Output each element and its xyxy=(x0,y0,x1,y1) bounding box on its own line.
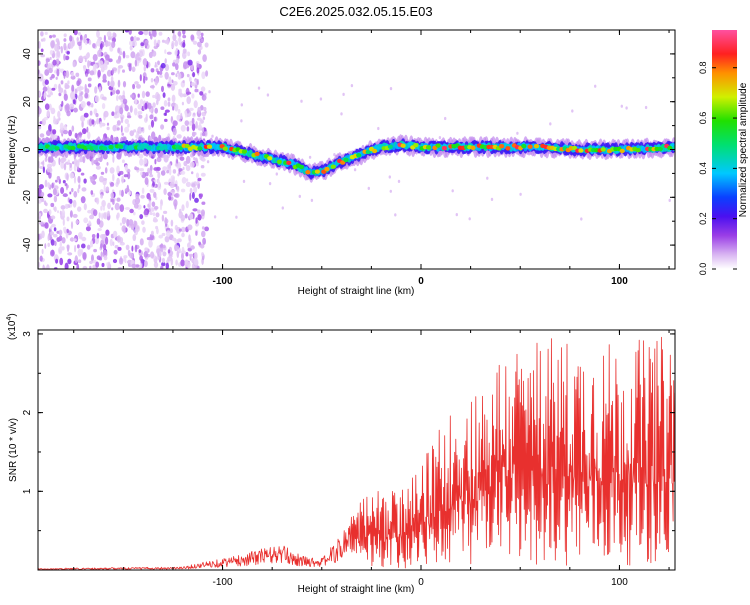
chart-title: C2E6.2025.032.05.15.E03 xyxy=(279,4,432,19)
colorbar-tick-label: 0.2 xyxy=(698,212,708,225)
colorbar-label: Normalized spectral amplitude xyxy=(738,82,749,217)
colorbar-tick-label: 0.8 xyxy=(698,61,708,74)
snr-series-line xyxy=(38,336,675,570)
snr-y-tick-label: 1 xyxy=(22,488,33,494)
snr-x-tick-label: 0 xyxy=(418,577,424,588)
snr-frame xyxy=(37,329,676,571)
snr-y-scale-label: (x104) xyxy=(6,313,18,340)
snr-panel: -100 0 100 1 2 3 Height of straight line (km)… xyxy=(6,313,676,595)
spectrogram-panel: -100 0 100 -40 -20 0 20 40 Height of straight l… xyxy=(7,29,676,297)
colorbar: 0.0 0.2 0.4 0.6 0.8 Normalized spectral ampl… xyxy=(698,30,749,275)
spectrogram-y-tick-label: 0 xyxy=(22,146,33,152)
colorbar-tick-label: 0.6 xyxy=(698,112,708,125)
spectrogram-x-tick-label: -100 xyxy=(213,276,233,287)
spectrogram-x-tick-label: 0 xyxy=(418,276,424,287)
snr-y-scale-exponent: 4 xyxy=(6,317,13,321)
spectrogram-y-tick-label: 40 xyxy=(22,48,33,60)
spectrogram-heatmap xyxy=(38,30,675,269)
snr-y-scale-prefix: (x10 xyxy=(7,320,18,340)
spectrogram-x-tick-label: 100 xyxy=(611,276,628,287)
colorbar-gradient xyxy=(712,30,737,269)
spectrogram-x-axis-label: Height of straight line (km) xyxy=(298,286,415,297)
snr-x-tick-label: -100 xyxy=(213,577,233,588)
snr-x-axis-label: Height of straight line (km) xyxy=(298,584,415,595)
snr-x-tick-label: 100 xyxy=(611,577,628,588)
snr-y-tick-label: 3 xyxy=(22,331,33,337)
colorbar-tick-label: 0.4 xyxy=(698,162,708,175)
snr-y-axis-label: SNR (10 * v/v) xyxy=(8,418,19,482)
snr-ticks: -100 0 100 1 2 3 xyxy=(22,330,675,588)
svg-text:(x104): (x104) xyxy=(6,313,18,340)
spectrogram-y-tick-label: 20 xyxy=(22,96,33,108)
colorbar-ticks: 0.0 0.2 0.4 0.6 0.8 xyxy=(698,61,737,275)
snr-y-tick-label: 2 xyxy=(22,409,33,415)
spectrogram-y-tick-label: -20 xyxy=(22,190,33,205)
spectrogram-y-tick-label: -40 xyxy=(22,237,33,252)
spectrogram-y-axis-label: Frequency (Hz) xyxy=(7,116,18,185)
colorbar-tick-label: 0.0 xyxy=(698,263,708,276)
spectrogram-ticks: -100 0 100 -40 -20 0 20 40 xyxy=(22,29,675,287)
